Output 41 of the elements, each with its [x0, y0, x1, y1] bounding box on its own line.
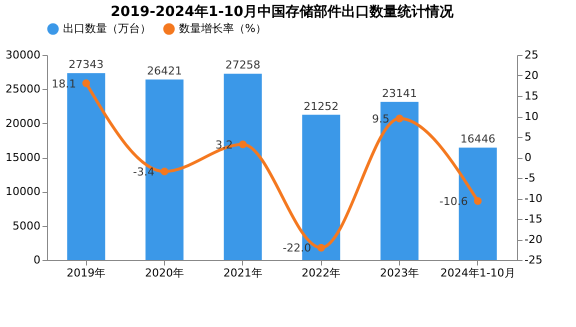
y2-tick-label: 0 [524, 151, 532, 164]
y-tick-label: 0 [34, 254, 40, 266]
data-label: 16446 [460, 132, 496, 146]
point [474, 197, 482, 205]
y2-tick-label: -25 [524, 254, 542, 266]
y2-tick-label: -20 [524, 233, 542, 246]
y-tick-label: 25000 [6, 82, 40, 96]
legend-label: 数量增长率（%） [179, 22, 266, 35]
x-tick-label: 2020年 [145, 266, 184, 280]
data-label: 27343 [68, 58, 104, 72]
data-label: 9.5 [372, 112, 390, 126]
y2-tick-label: -15 [524, 212, 542, 226]
y-tick-label: 30000 [6, 48, 40, 62]
legend-label: 出口数量（万台） [63, 22, 151, 35]
y-tick-label: 5000 [12, 219, 40, 232]
point [82, 79, 90, 88]
y-tick-label: 20000 [6, 116, 40, 130]
y2-tick-label: 15 [524, 90, 538, 102]
point [238, 140, 247, 148]
data-label: 21252 [304, 100, 339, 113]
data-label: 27258 [225, 58, 260, 72]
data-label: 3.2 [215, 138, 233, 152]
y-tick-label: 10000 [6, 185, 40, 198]
y-tick-label: 15000 [6, 151, 40, 164]
y2-tick-label: -5 [524, 172, 536, 184]
y2-tick-label: -10 [524, 192, 542, 205]
point [160, 168, 168, 176]
point [396, 114, 404, 122]
point [317, 244, 326, 252]
y2-tick-label: 20 [524, 69, 538, 82]
x-tick-label: 2021年 [223, 266, 262, 280]
y2-tick-label: 10 [524, 110, 538, 123]
x-tick-label: 2019年 [66, 266, 106, 280]
x-tick-label: 2023年 [380, 266, 419, 280]
chart-title: 2019-2024年1-10月中国存储部件出口数量统计情况 [110, 3, 454, 20]
y2-tick-label: 5 [524, 130, 532, 144]
y2-tick-label: 25 [524, 48, 538, 62]
data-label: 23141 [382, 86, 417, 100]
x-tick-label: 2022年 [302, 266, 341, 280]
data-label: 26421 [147, 64, 182, 78]
x-tick-label: 2024年1-10月 [440, 266, 516, 280]
